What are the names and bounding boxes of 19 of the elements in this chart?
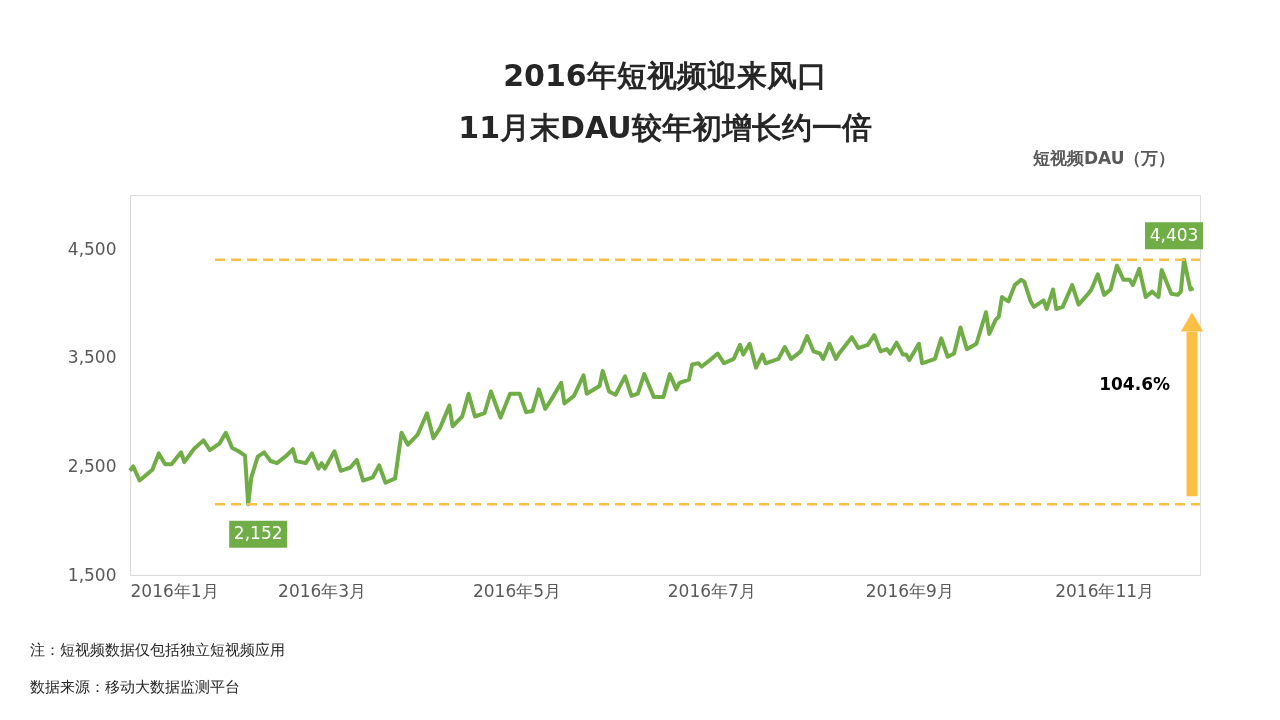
x-tick-label: 2016年3月 bbox=[278, 580, 367, 601]
line-series bbox=[128, 257, 1196, 507]
ref-line-label: 4,403 bbox=[1149, 224, 1199, 245]
x-tick-label: 2016年5月 bbox=[472, 580, 562, 601]
y-tick-label: 4,500 bbox=[67, 238, 117, 259]
source-note: 数据来源：移动大数据监测平台 bbox=[30, 678, 240, 696]
chart-title: 2016年短视频迎来风口 bbox=[503, 58, 827, 93]
y-tick-label: 1,500 bbox=[67, 564, 117, 585]
x-tick-label: 2016年9月 bbox=[865, 580, 954, 601]
y-tick-label: 2,500 bbox=[67, 455, 117, 476]
y-tick-label: 3,500 bbox=[67, 347, 117, 368]
chart-subtitle: 11月末DAU较年初增长约一倍 bbox=[458, 110, 872, 145]
text: 注：短视频数据仅包括独立短视频应用 bbox=[30, 641, 285, 659]
x-tick-label: 2016年7月 bbox=[667, 580, 756, 601]
x-tick-label: 2016年1月 bbox=[130, 580, 219, 601]
y-axis-title: 短视频DAU（万） bbox=[1031, 147, 1176, 168]
x-tick-label: 2016年11月 bbox=[1055, 580, 1155, 601]
ref-line-label: 2,152 bbox=[233, 523, 283, 544]
annotation: 104.6% bbox=[1099, 374, 1170, 394]
